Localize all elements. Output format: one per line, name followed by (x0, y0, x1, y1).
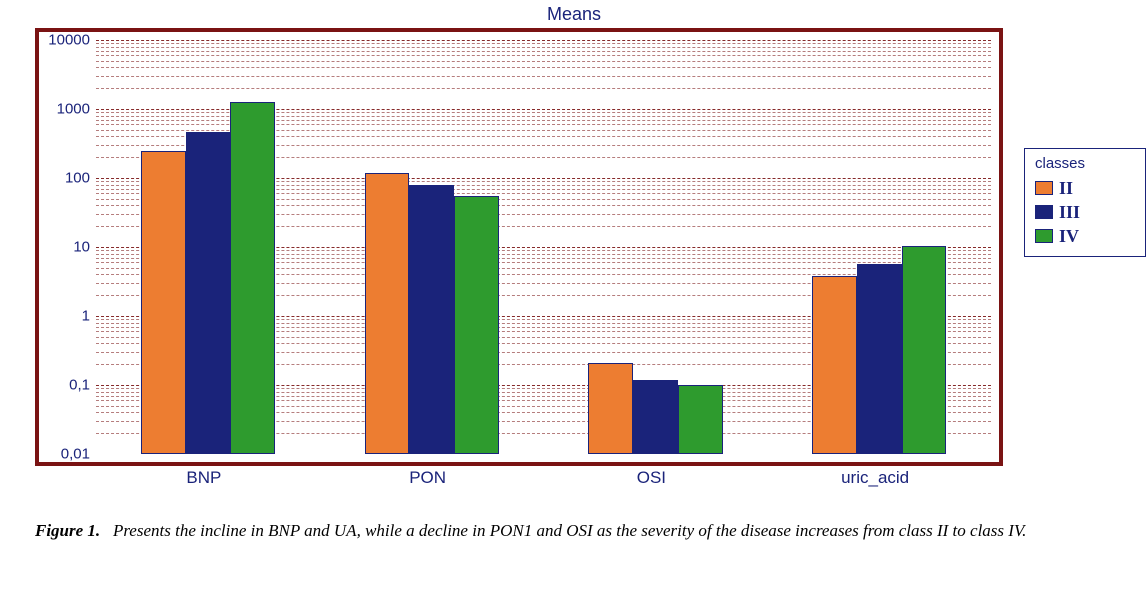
y-axis-labels: 0,010,1110100100010000 (39, 40, 94, 454)
y-tick-label: 0,01 (61, 446, 90, 463)
bar (141, 151, 186, 454)
legend-label: IV (1059, 224, 1079, 248)
bar (588, 363, 633, 454)
y-tick-label: 10 (73, 239, 90, 256)
legend-swatch (1035, 205, 1053, 219)
x-tick-label: BNP (186, 468, 221, 488)
x-axis-labels: BNP PON OSI uric_acid (92, 468, 987, 496)
y-tick-label: 10000 (48, 32, 90, 49)
legend-swatch (1035, 229, 1053, 243)
figure-caption: Figure 1. Presents the incline in BNP an… (35, 520, 1138, 543)
bar (230, 102, 275, 454)
legend-item: IV (1035, 224, 1135, 248)
bar (902, 246, 947, 454)
bar (812, 276, 857, 454)
bar (454, 196, 499, 454)
legend: classes IIIIIIV (1024, 148, 1146, 257)
x-tick-label: uric_acid (841, 468, 909, 488)
legend-label: III (1059, 200, 1080, 224)
bar (409, 185, 454, 454)
y-tick-label: 1 (82, 308, 90, 325)
legend-label: II (1059, 176, 1073, 200)
figure-canvas: Means 0,01 0,1 1 10 100 1000 10000 BNP PON OSI ur… (0, 0, 1148, 594)
bar (365, 173, 410, 454)
x-tick-label: PON (409, 468, 446, 488)
legend-items: IIIIIIV (1035, 176, 1135, 248)
x-tick-label: OSI (637, 468, 666, 488)
legend-item: II (1035, 176, 1135, 200)
caption-text: Presents the incline in BNP and UA, whil… (113, 521, 1026, 540)
chart-title: Means (0, 4, 1148, 25)
bar (678, 385, 723, 454)
y-tick-label: 100 (65, 170, 90, 187)
legend-item: III (1035, 200, 1135, 224)
y-tick-label: 1000 (57, 101, 90, 118)
bar (186, 132, 231, 454)
y-tick-label: 0,1 (69, 377, 90, 394)
plot-area (96, 40, 991, 454)
bar (857, 264, 902, 454)
caption-fignum: Figure 1. (35, 521, 100, 540)
chart-frame: 0,01 0,1 1 10 100 1000 10000 (35, 28, 1003, 466)
legend-title: classes (1035, 155, 1135, 172)
legend-swatch (1035, 181, 1053, 195)
bars-layer (96, 40, 991, 454)
bar (633, 380, 678, 454)
